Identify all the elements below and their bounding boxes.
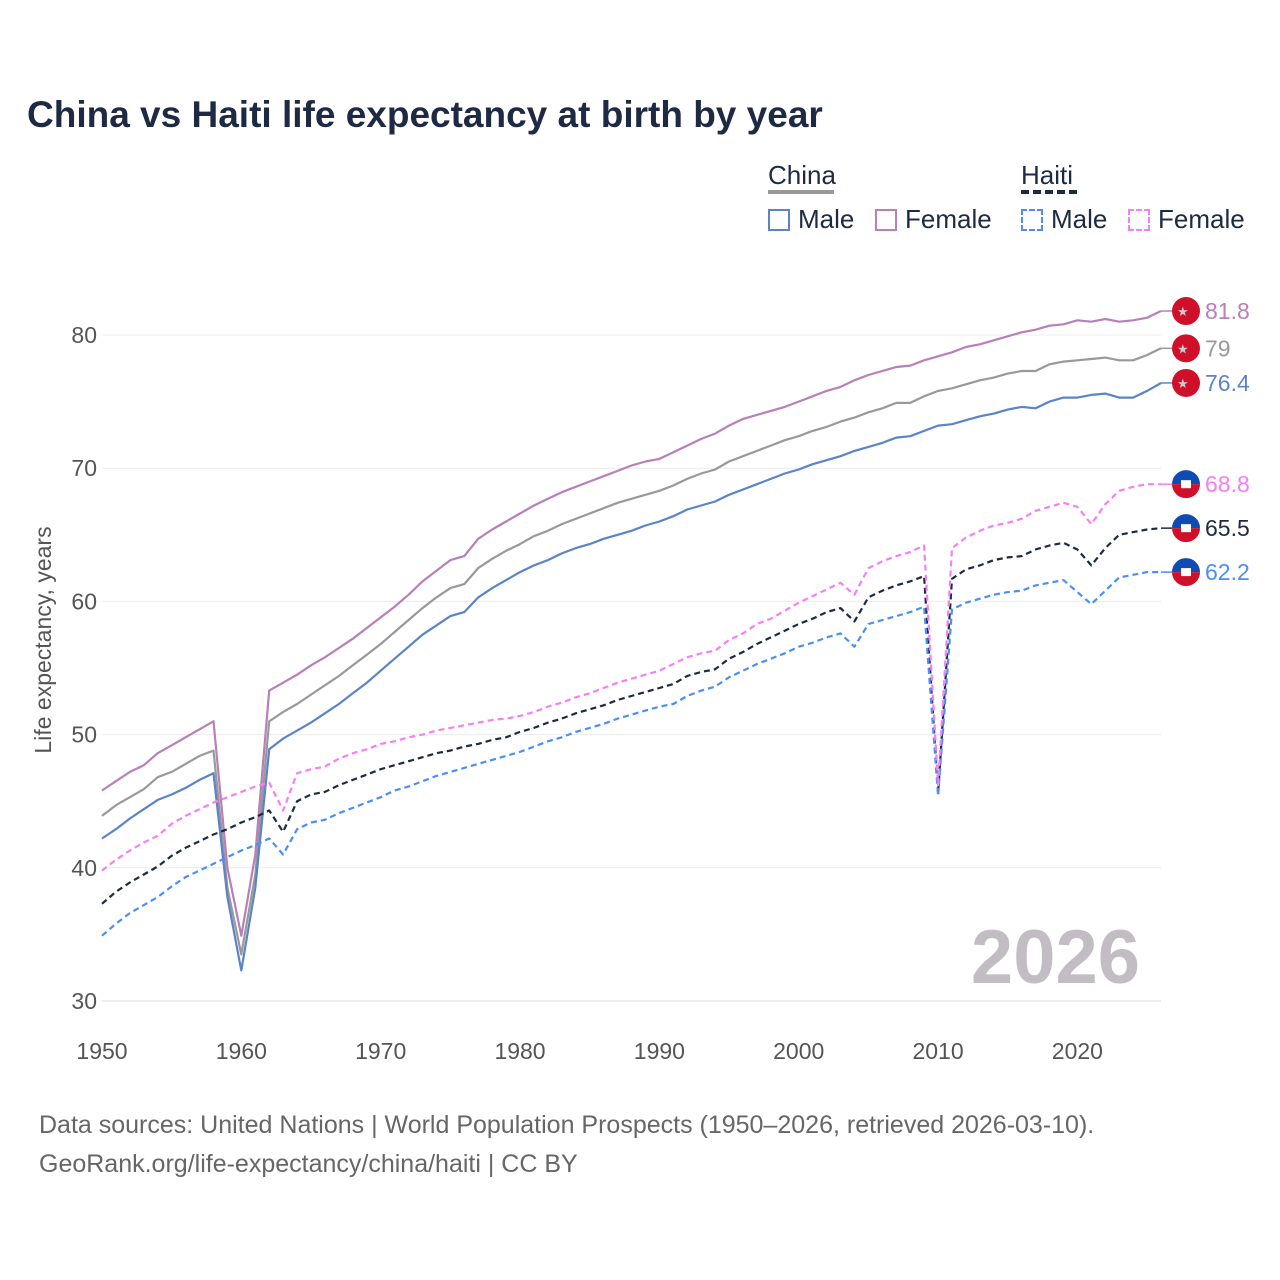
x-tick-label: 1960 xyxy=(216,1038,267,1064)
end-value-label: 81.8 xyxy=(1205,298,1250,324)
footer: Data sources: United Nations | World Pop… xyxy=(39,1106,1094,1184)
legend-china-line xyxy=(768,190,834,194)
end-label-haiti-female: 68.8 xyxy=(1161,470,1250,499)
y-axis-label: Life expectancy, years xyxy=(30,526,56,753)
series-line-haiti-female xyxy=(101,483,1161,872)
haiti-flag-icon xyxy=(1172,470,1200,485)
flag-emblem xyxy=(1181,568,1191,577)
china-flag-icon xyxy=(1172,368,1200,397)
legend-china-male[interactable]: Male xyxy=(768,204,854,235)
legend-label: Female xyxy=(905,204,992,234)
x-tick-label: 2000 xyxy=(773,1038,824,1064)
series-line-haiti-male xyxy=(101,571,1161,937)
chart-title: China vs Haiti life expectancy at birth … xyxy=(27,94,823,135)
y-tick-label: 30 xyxy=(71,988,97,1014)
end-label-china-female: ★ 81.8 xyxy=(1161,297,1250,326)
legend-label: Female xyxy=(1158,204,1245,234)
y-tick-label: 70 xyxy=(71,455,97,481)
legend-swatch xyxy=(768,208,790,231)
end-label-haiti-total: 65.5 xyxy=(1161,514,1250,543)
haiti-flag-icon xyxy=(1172,514,1200,529)
legend-label: Male xyxy=(798,204,855,234)
x-tick-label: 2020 xyxy=(1052,1038,1103,1064)
flag-emblem xyxy=(1181,480,1191,489)
y-tick-label: 50 xyxy=(71,722,97,748)
x-tick-label: 2010 xyxy=(912,1038,963,1064)
legend-haiti-line xyxy=(1021,190,1077,194)
end-value-label: 76.4 xyxy=(1205,370,1250,396)
end-value-label: 62.2 xyxy=(1205,559,1250,585)
end-label-china-total: ★ 79 xyxy=(1161,334,1231,363)
china-flag-icon xyxy=(1172,297,1200,326)
legend-swatch xyxy=(1128,208,1150,231)
x-tick-label: 1980 xyxy=(494,1038,545,1064)
end-value-label: 79 xyxy=(1205,335,1231,361)
series-line-china-female xyxy=(101,310,1162,937)
x-tick-label: 1990 xyxy=(634,1038,685,1064)
legend-swatch xyxy=(875,208,897,231)
legend-label: Male xyxy=(1051,204,1108,234)
china-flag-icon xyxy=(1172,334,1200,363)
end-label-haiti-male: 62.2 xyxy=(1161,558,1250,587)
flag-star: ★ xyxy=(1177,304,1189,319)
x-tick-label: 1950 xyxy=(76,1038,127,1064)
end-label-china-male: ★ 76.4 xyxy=(1161,368,1250,397)
legend-china-female[interactable]: Female xyxy=(875,204,992,235)
series-line-haiti-total xyxy=(101,527,1162,905)
legend-swatch xyxy=(1021,208,1043,231)
end-value-label: 65.5 xyxy=(1205,515,1250,541)
legend-haiti-male[interactable]: Male xyxy=(1021,204,1107,235)
flag-star: ★ xyxy=(1177,376,1189,391)
flag-star: ★ xyxy=(1177,341,1189,356)
x-tick-label: 1970 xyxy=(355,1038,406,1064)
haiti-flag-icon-lower xyxy=(1172,484,1200,499)
legend-haiti-heading: Haiti xyxy=(1021,160,1074,190)
haiti-flag-icon xyxy=(1172,558,1200,573)
series-line-china-total xyxy=(101,347,1162,956)
haiti-flag-icon-lower xyxy=(1172,572,1200,587)
footer-link[interactable]: GeoRank.org/life-expectancy/china/haiti … xyxy=(39,1150,578,1178)
series-line-china-male xyxy=(101,382,1162,972)
footer-sources: Data sources: United Nations | World Pop… xyxy=(39,1111,1095,1139)
legend-china-heading: China xyxy=(768,160,836,190)
flag-emblem xyxy=(1181,524,1191,533)
y-tick-label: 40 xyxy=(71,855,97,881)
haiti-flag-icon-lower xyxy=(1172,528,1200,543)
year-watermark: 2026 xyxy=(971,915,1140,1000)
end-value-label: 68.8 xyxy=(1205,471,1250,497)
legend-haiti-female[interactable]: Female xyxy=(1128,204,1245,235)
y-tick-label: 80 xyxy=(71,322,97,348)
y-tick-label: 60 xyxy=(71,588,97,614)
